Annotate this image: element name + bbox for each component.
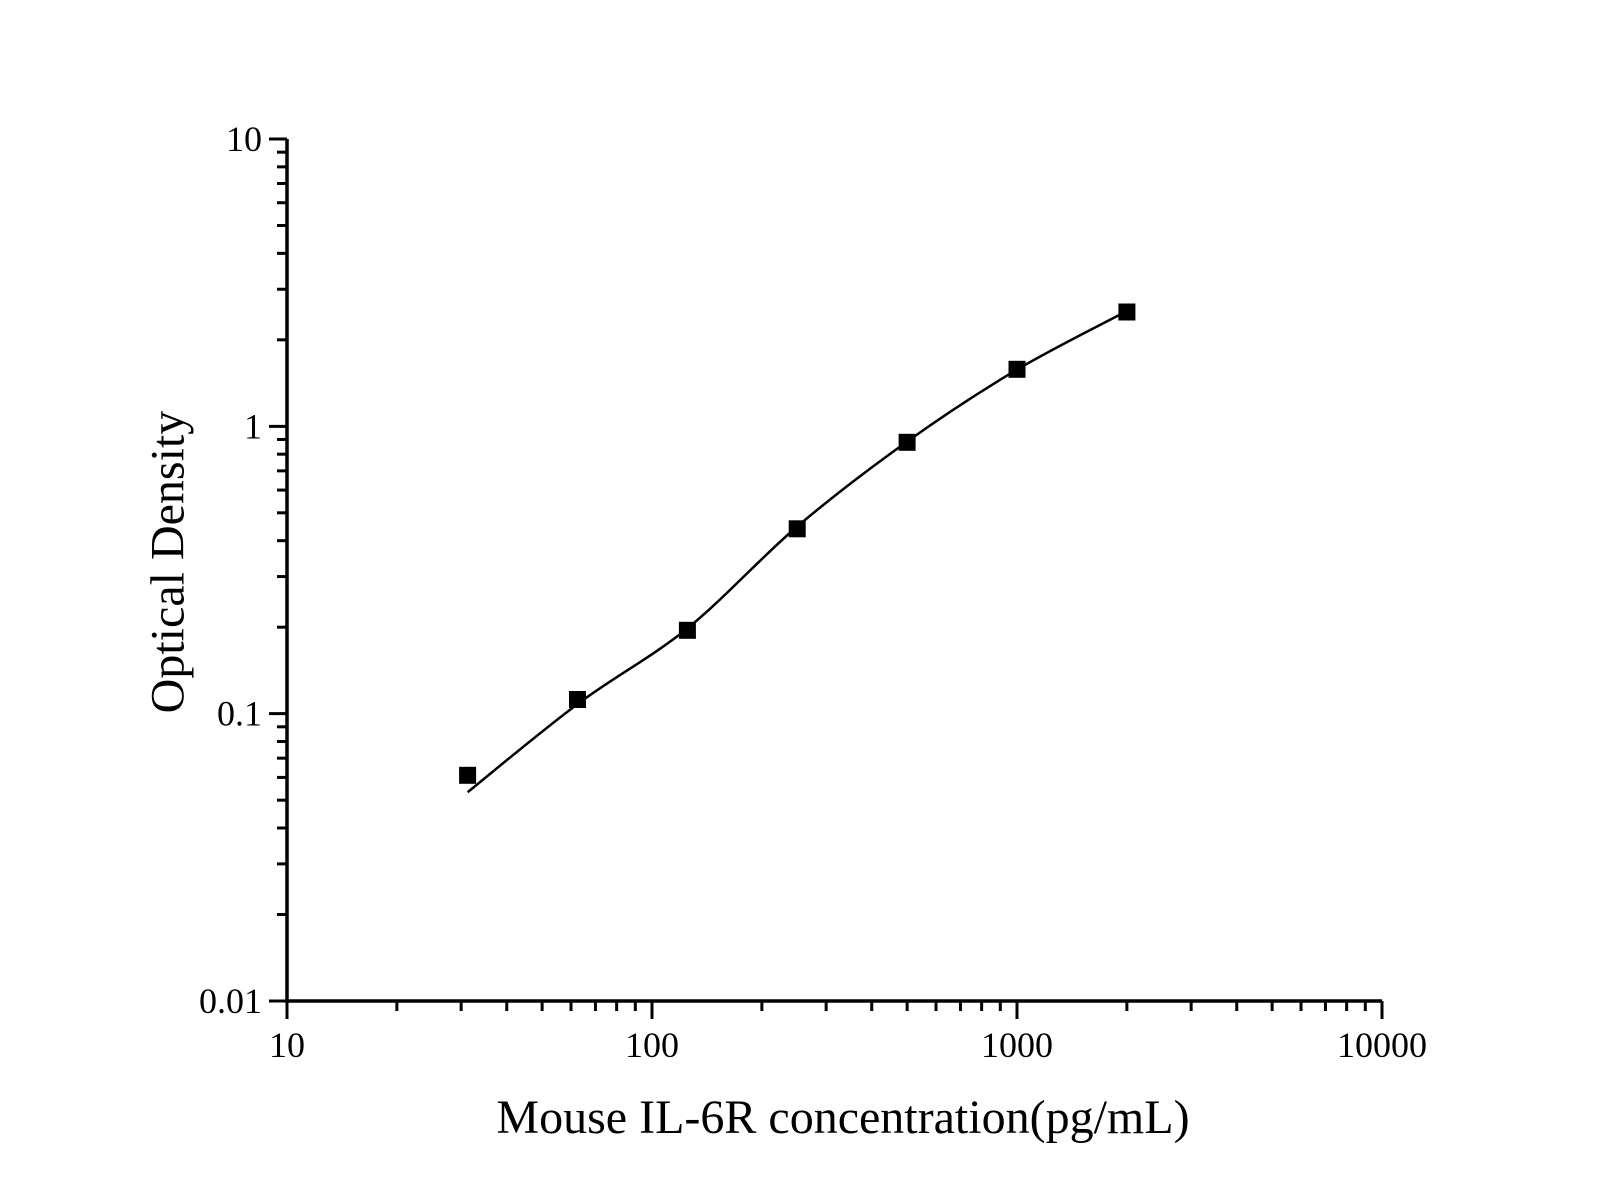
x-tick-label: 10: [269, 1025, 305, 1065]
tick-layer: [269, 137, 1384, 1019]
y-tick-label: 1: [244, 406, 262, 446]
data-point-marker: [1008, 360, 1026, 378]
data-point-marker: [678, 621, 696, 639]
tick-label-layer: 10 100 1000 10000 0.01 0.1 1 10: [199, 119, 1427, 1065]
data-layer: [459, 303, 1136, 794]
data-point-marker: [569, 691, 586, 708]
y-tick-label: 0.01: [199, 981, 262, 1021]
data-point-marker: [1118, 303, 1136, 321]
axes-layer: [285, 139, 1382, 1003]
data-point-marker: [459, 766, 477, 784]
data-point-marker: [788, 520, 806, 538]
x-tick-label: 100: [625, 1025, 679, 1065]
fit-curve-line: [466, 309, 1128, 794]
x-tick-label: 10000: [1337, 1025, 1427, 1065]
y-tick-label: 10: [226, 119, 262, 159]
x-tick-label: 1000: [981, 1025, 1053, 1065]
data-point-marker: [898, 433, 916, 451]
y-axis-title: Optical Density: [142, 411, 195, 714]
y-tick-label: 0.1: [217, 694, 262, 734]
x-axis-title: Mouse IL-6R concentration(pg/mL): [496, 1091, 1189, 1144]
